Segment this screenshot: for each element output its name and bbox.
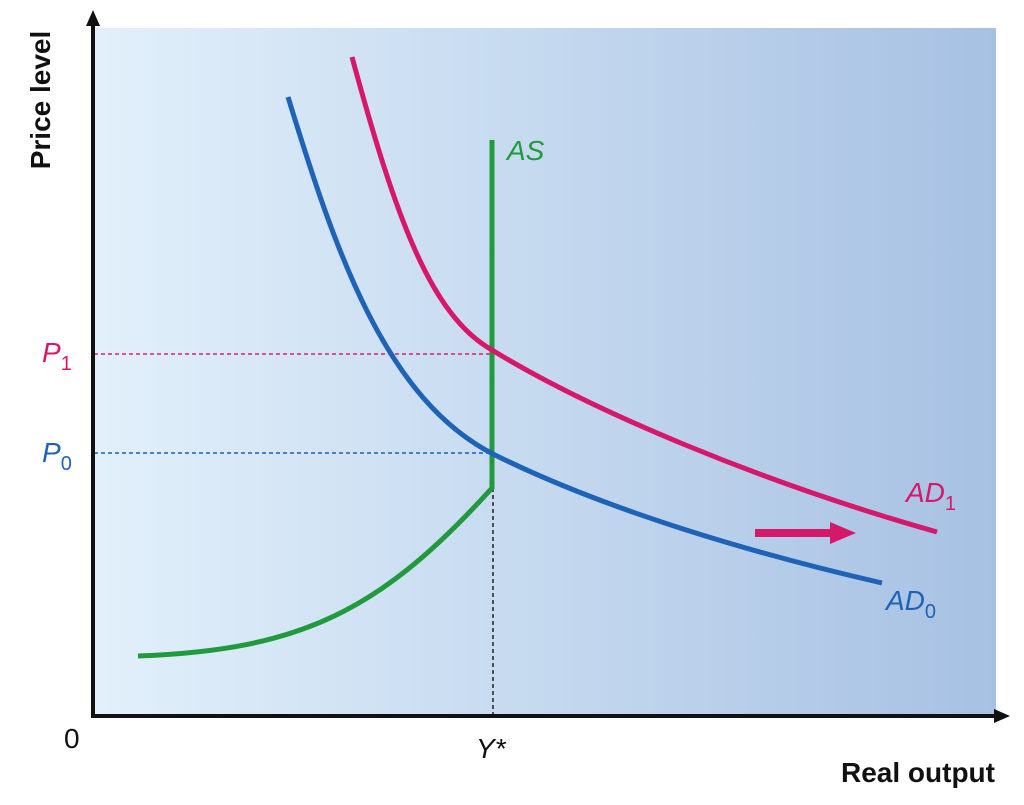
p0-main: P — [42, 437, 61, 468]
as-curve — [137, 140, 495, 659]
p1-main: P — [42, 337, 61, 368]
y-axis-label: Price level — [25, 31, 56, 170]
p1-label: P1 — [42, 337, 72, 375]
ad1-main: AD — [904, 477, 945, 508]
p0-sub: 0 — [61, 453, 72, 475]
x-axis-label: Real output — [841, 757, 995, 788]
y-star-label: Y* — [476, 733, 507, 764]
ad0-sub: 0 — [925, 601, 936, 623]
ad0-curve — [285, 96, 883, 586]
origin-label: 0 — [64, 723, 80, 754]
shift-arrow-head — [830, 522, 856, 544]
ad1-label: AD1 — [904, 477, 956, 515]
ad1-sub: 1 — [945, 493, 956, 515]
ad0-label: AD0 — [884, 585, 936, 623]
x-axis-arrow — [994, 709, 1010, 723]
ad1-curve — [349, 56, 938, 535]
ad0-main: AD — [884, 585, 925, 616]
y-axis-arrow — [86, 10, 100, 26]
p0-label: P0 — [42, 437, 72, 475]
as-label: AS — [505, 135, 545, 166]
plot-background — [94, 28, 996, 716]
p1-sub: 1 — [61, 353, 72, 375]
